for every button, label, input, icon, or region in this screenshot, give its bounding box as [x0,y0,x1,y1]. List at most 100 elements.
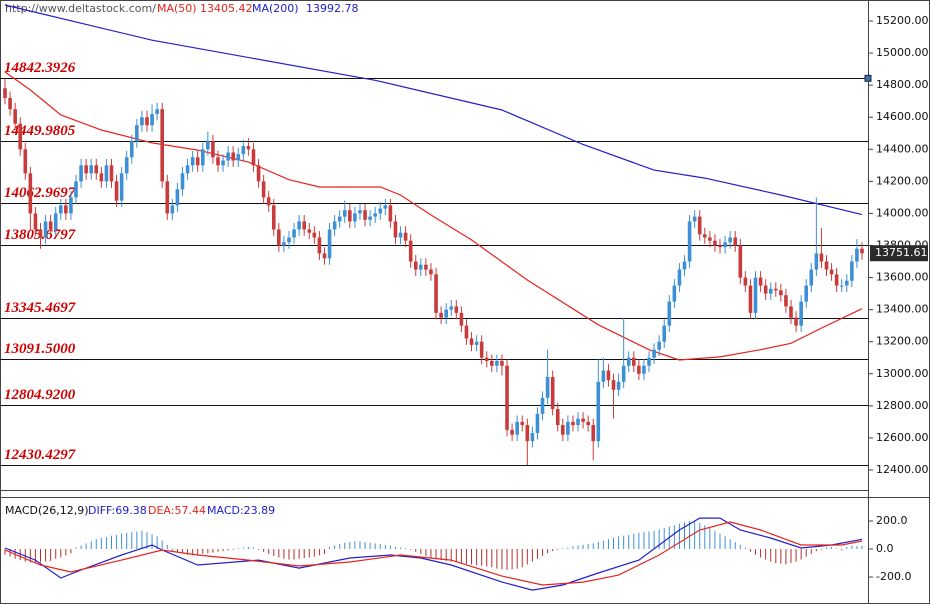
candle-body [18,123,23,150]
candle-body [64,205,68,214]
candle-body [358,210,362,214]
candle-body [13,109,17,124]
legend-name: MA(50) [157,2,197,15]
candle-body [180,173,185,190]
candle-body [647,357,651,366]
candle-body [459,312,464,326]
candle-body [129,141,134,158]
candle-body [287,237,291,243]
candle-body [124,157,129,174]
candle-body [550,376,555,410]
candle-body [317,237,322,254]
candle-body [829,269,834,275]
candle-body [449,306,454,310]
candle-body [535,413,540,434]
candle-body [464,325,469,339]
candle-body [561,425,565,435]
candle-body [170,205,175,214]
candle-body [38,229,43,238]
candle-body [525,425,530,442]
candle-body [434,274,438,313]
candle-body [33,213,38,230]
candle-body [266,197,271,206]
candle-body [79,165,83,182]
y-tick-label: 15000.00 [876,46,929,59]
candle-body [58,205,63,214]
candle-body [363,210,367,220]
candle-body [297,221,301,230]
candle-body [748,285,753,313]
macd-line [4,521,863,586]
candle-body [439,312,443,318]
candle-body [185,165,190,174]
candle-body [332,221,337,230]
candle-body [231,152,235,161]
candle-body [657,341,661,350]
candle-body [718,245,722,248]
candle-body [277,229,281,246]
candle-body [190,157,195,166]
candle-body [687,221,692,262]
candle-body [814,253,819,270]
candle-body [571,421,575,426]
candle-body [145,117,149,126]
candle-body [576,418,580,426]
candle-body [307,229,312,233]
candle-body [484,357,489,361]
ma-line [4,4,863,216]
candle-body [596,381,601,442]
candle-body [768,288,773,294]
candle-body [784,295,788,307]
candle-body [413,261,418,270]
candle-body [839,285,844,287]
candle-body [398,232,403,238]
candle-body [388,205,393,222]
candle-body [216,157,220,166]
candle-body [69,197,73,214]
candle-body [723,242,727,248]
candle-body [652,349,656,358]
candle-body [520,421,525,426]
candle-body [515,421,519,435]
candle-body [743,277,748,286]
candle-body [348,210,352,222]
candle-body [692,216,697,222]
candle-body [667,301,672,326]
candle-body [84,165,88,174]
candle-body [99,173,104,182]
candle-body [804,285,809,302]
candle-body [844,280,849,286]
y-tick-label: 14200.00 [876,174,929,187]
y-tick-label: 13600.00 [876,271,929,284]
candle-body [616,381,621,390]
y-tick-label: 200.0 [876,514,908,527]
candle-body [773,288,778,291]
candle-body [104,165,109,182]
candle-body [226,152,230,161]
last-price-box [870,245,928,262]
legend-entry: DIFF:69.38 [88,504,147,517]
candle-body [469,338,474,345]
candle-body [555,409,560,426]
y-tick-label: 12600.00 [876,431,929,444]
candle-body [322,253,327,259]
candle-body [626,357,631,366]
candle-body [302,221,306,230]
candle-body [368,216,372,220]
candle-body [500,360,504,366]
candle-body [682,261,687,270]
legend-name: MA(200) [252,2,299,15]
candle-body [337,216,342,222]
candle-body [256,165,261,182]
level-marker [864,74,872,82]
candle-body [753,277,758,313]
last-price-label: 13751.61 [875,246,928,259]
y-tick-label: -200.0 [876,570,911,583]
candle-body [474,341,479,345]
candle-body [23,149,28,174]
candle-body [540,397,545,414]
candle-body [246,146,251,150]
candle-body [135,125,139,142]
candle-body [312,232,317,238]
